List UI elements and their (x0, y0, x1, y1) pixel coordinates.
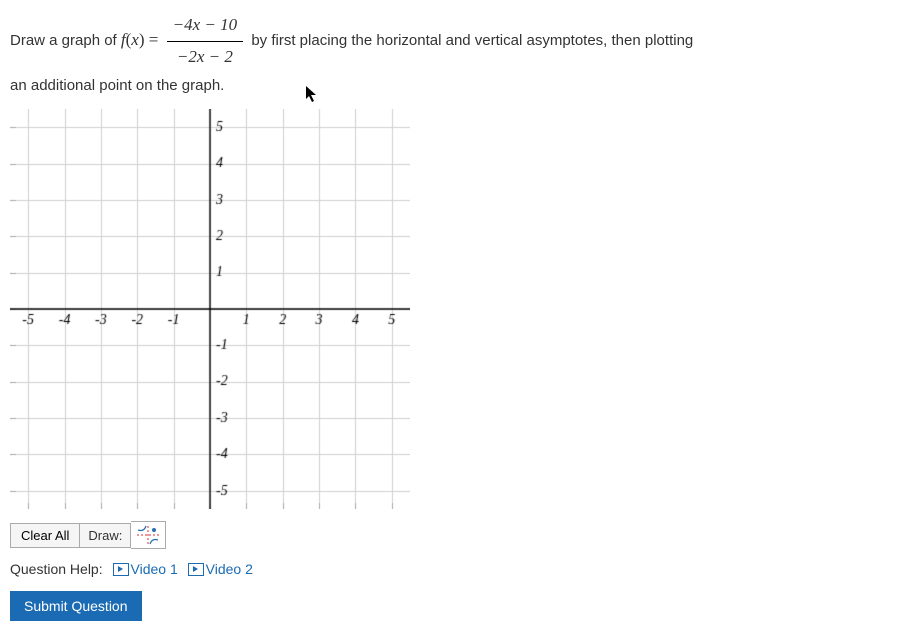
fraction-denominator: −2x − 2 (167, 42, 244, 73)
question-middle: by first placing the horizontal and vert… (251, 32, 693, 49)
clear-all-button[interactable]: Clear All (10, 523, 80, 548)
play-icon (188, 563, 204, 576)
question-text: Draw a graph of f(x) = −4x − 10 −2x − 2 … (10, 10, 890, 99)
draw-label: Draw: (80, 523, 131, 548)
fraction-numerator: −4x − 10 (167, 10, 244, 42)
submit-question-button[interactable]: Submit Question (10, 591, 142, 621)
math-expression: f(x) = −4x − 10 −2x − 2 (121, 30, 251, 49)
coordinate-graph[interactable] (10, 109, 410, 509)
question-help-label: Question Help: (10, 561, 103, 577)
graph-toolbar: Clear AllDraw: (10, 521, 890, 549)
question-prefix: Draw a graph of (10, 32, 121, 49)
video-1-link[interactable]: Video 1 (113, 561, 178, 577)
question-help-row: Question Help: Video 1 Video 2 (10, 561, 890, 577)
video-2-link[interactable]: Video 2 (188, 561, 253, 577)
draw-tool-asymptote-point[interactable] (131, 521, 166, 549)
play-icon (113, 563, 129, 576)
question-suffix: an additional point on the graph. (10, 77, 224, 94)
